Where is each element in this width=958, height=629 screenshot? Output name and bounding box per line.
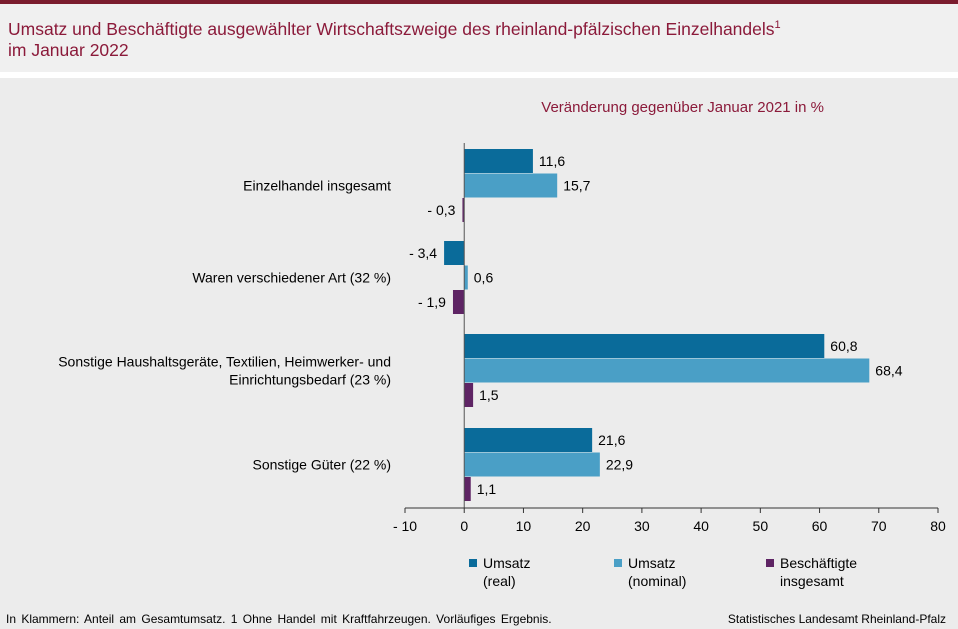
legend-swatch bbox=[469, 559, 477, 567]
legend-label: Umsatz bbox=[483, 555, 530, 571]
chart-subtitle: Veränderung gegenüber Januar 2021 in % bbox=[541, 99, 824, 116]
category-label: Sonstige Haushaltsgeräte, Textilien, Hei… bbox=[58, 354, 391, 370]
title-line-2: im Januar 2022 bbox=[8, 39, 129, 60]
legend-label: (real) bbox=[483, 573, 516, 589]
bar bbox=[464, 173, 558, 198]
legend-swatch bbox=[614, 559, 622, 567]
title-area: Umsatz und Beschäftigte ausgewählter Wir… bbox=[0, 4, 958, 72]
x-tick-label: 50 bbox=[753, 518, 769, 534]
data-label: 0,6 bbox=[474, 270, 494, 286]
x-tick-label: 20 bbox=[575, 518, 591, 534]
x-tick-label: - 10 bbox=[393, 518, 417, 534]
bar bbox=[464, 383, 474, 407]
chart-title: Umsatz und Beschäftigte ausgewählter Wir… bbox=[8, 15, 781, 61]
legend-swatch bbox=[766, 559, 774, 567]
data-label: 1,5 bbox=[479, 387, 499, 403]
x-tick-label: 70 bbox=[871, 518, 887, 534]
legend-label: Umsatz bbox=[628, 555, 675, 571]
x-tick-label: 40 bbox=[693, 518, 709, 534]
bar bbox=[464, 477, 471, 501]
data-label: 15,7 bbox=[563, 178, 590, 194]
legend-label: Beschäftigte bbox=[780, 555, 857, 571]
bar bbox=[464, 265, 468, 290]
category-label: Einzelhandel insgesamt bbox=[243, 178, 391, 194]
data-label: 21,6 bbox=[598, 432, 625, 448]
data-label: - 3,4 bbox=[409, 245, 437, 261]
title-footnote-mark: 1 bbox=[774, 19, 781, 31]
title-line-1: Umsatz und Beschäftigte ausgewählter Wir… bbox=[8, 18, 775, 39]
data-label: 60,8 bbox=[830, 338, 857, 354]
data-label: 68,4 bbox=[875, 363, 902, 379]
category-label: Sonstige Güter (22 %) bbox=[252, 457, 391, 473]
data-label: 11,6 bbox=[539, 153, 565, 169]
title-divider bbox=[0, 72, 958, 78]
bar bbox=[452, 290, 465, 314]
footnote-text: In Klammern: Anteil am Gesamtumsatz. 1 O… bbox=[6, 612, 552, 626]
bar bbox=[464, 334, 825, 358]
bar bbox=[462, 198, 465, 222]
top-accent-bar bbox=[0, 0, 958, 4]
x-tick-label: 60 bbox=[812, 518, 828, 534]
bar bbox=[464, 428, 593, 452]
x-tick-label: 30 bbox=[634, 518, 650, 534]
x-tick-label: 80 bbox=[930, 518, 946, 534]
x-tick-label: 10 bbox=[516, 518, 532, 534]
x-tick-label: 0 bbox=[460, 518, 468, 534]
data-label: - 0,3 bbox=[427, 202, 455, 218]
bar bbox=[464, 452, 600, 477]
legend-label: (nominal) bbox=[628, 573, 686, 589]
bar bbox=[444, 241, 465, 265]
bar bbox=[464, 149, 533, 173]
category-label: Einrichtungsbedarf (23 %) bbox=[229, 372, 391, 388]
category-label: Waren verschiedener Art (32 %) bbox=[192, 270, 391, 286]
data-label: 22,9 bbox=[606, 457, 633, 473]
bar bbox=[464, 358, 870, 383]
data-label: - 1,9 bbox=[418, 294, 446, 310]
source-text: Statistisches Landesamt Rheinland-Pfalz bbox=[727, 612, 946, 626]
legend-label: insgesamt bbox=[780, 573, 844, 589]
data-label: 1,1 bbox=[477, 481, 497, 497]
